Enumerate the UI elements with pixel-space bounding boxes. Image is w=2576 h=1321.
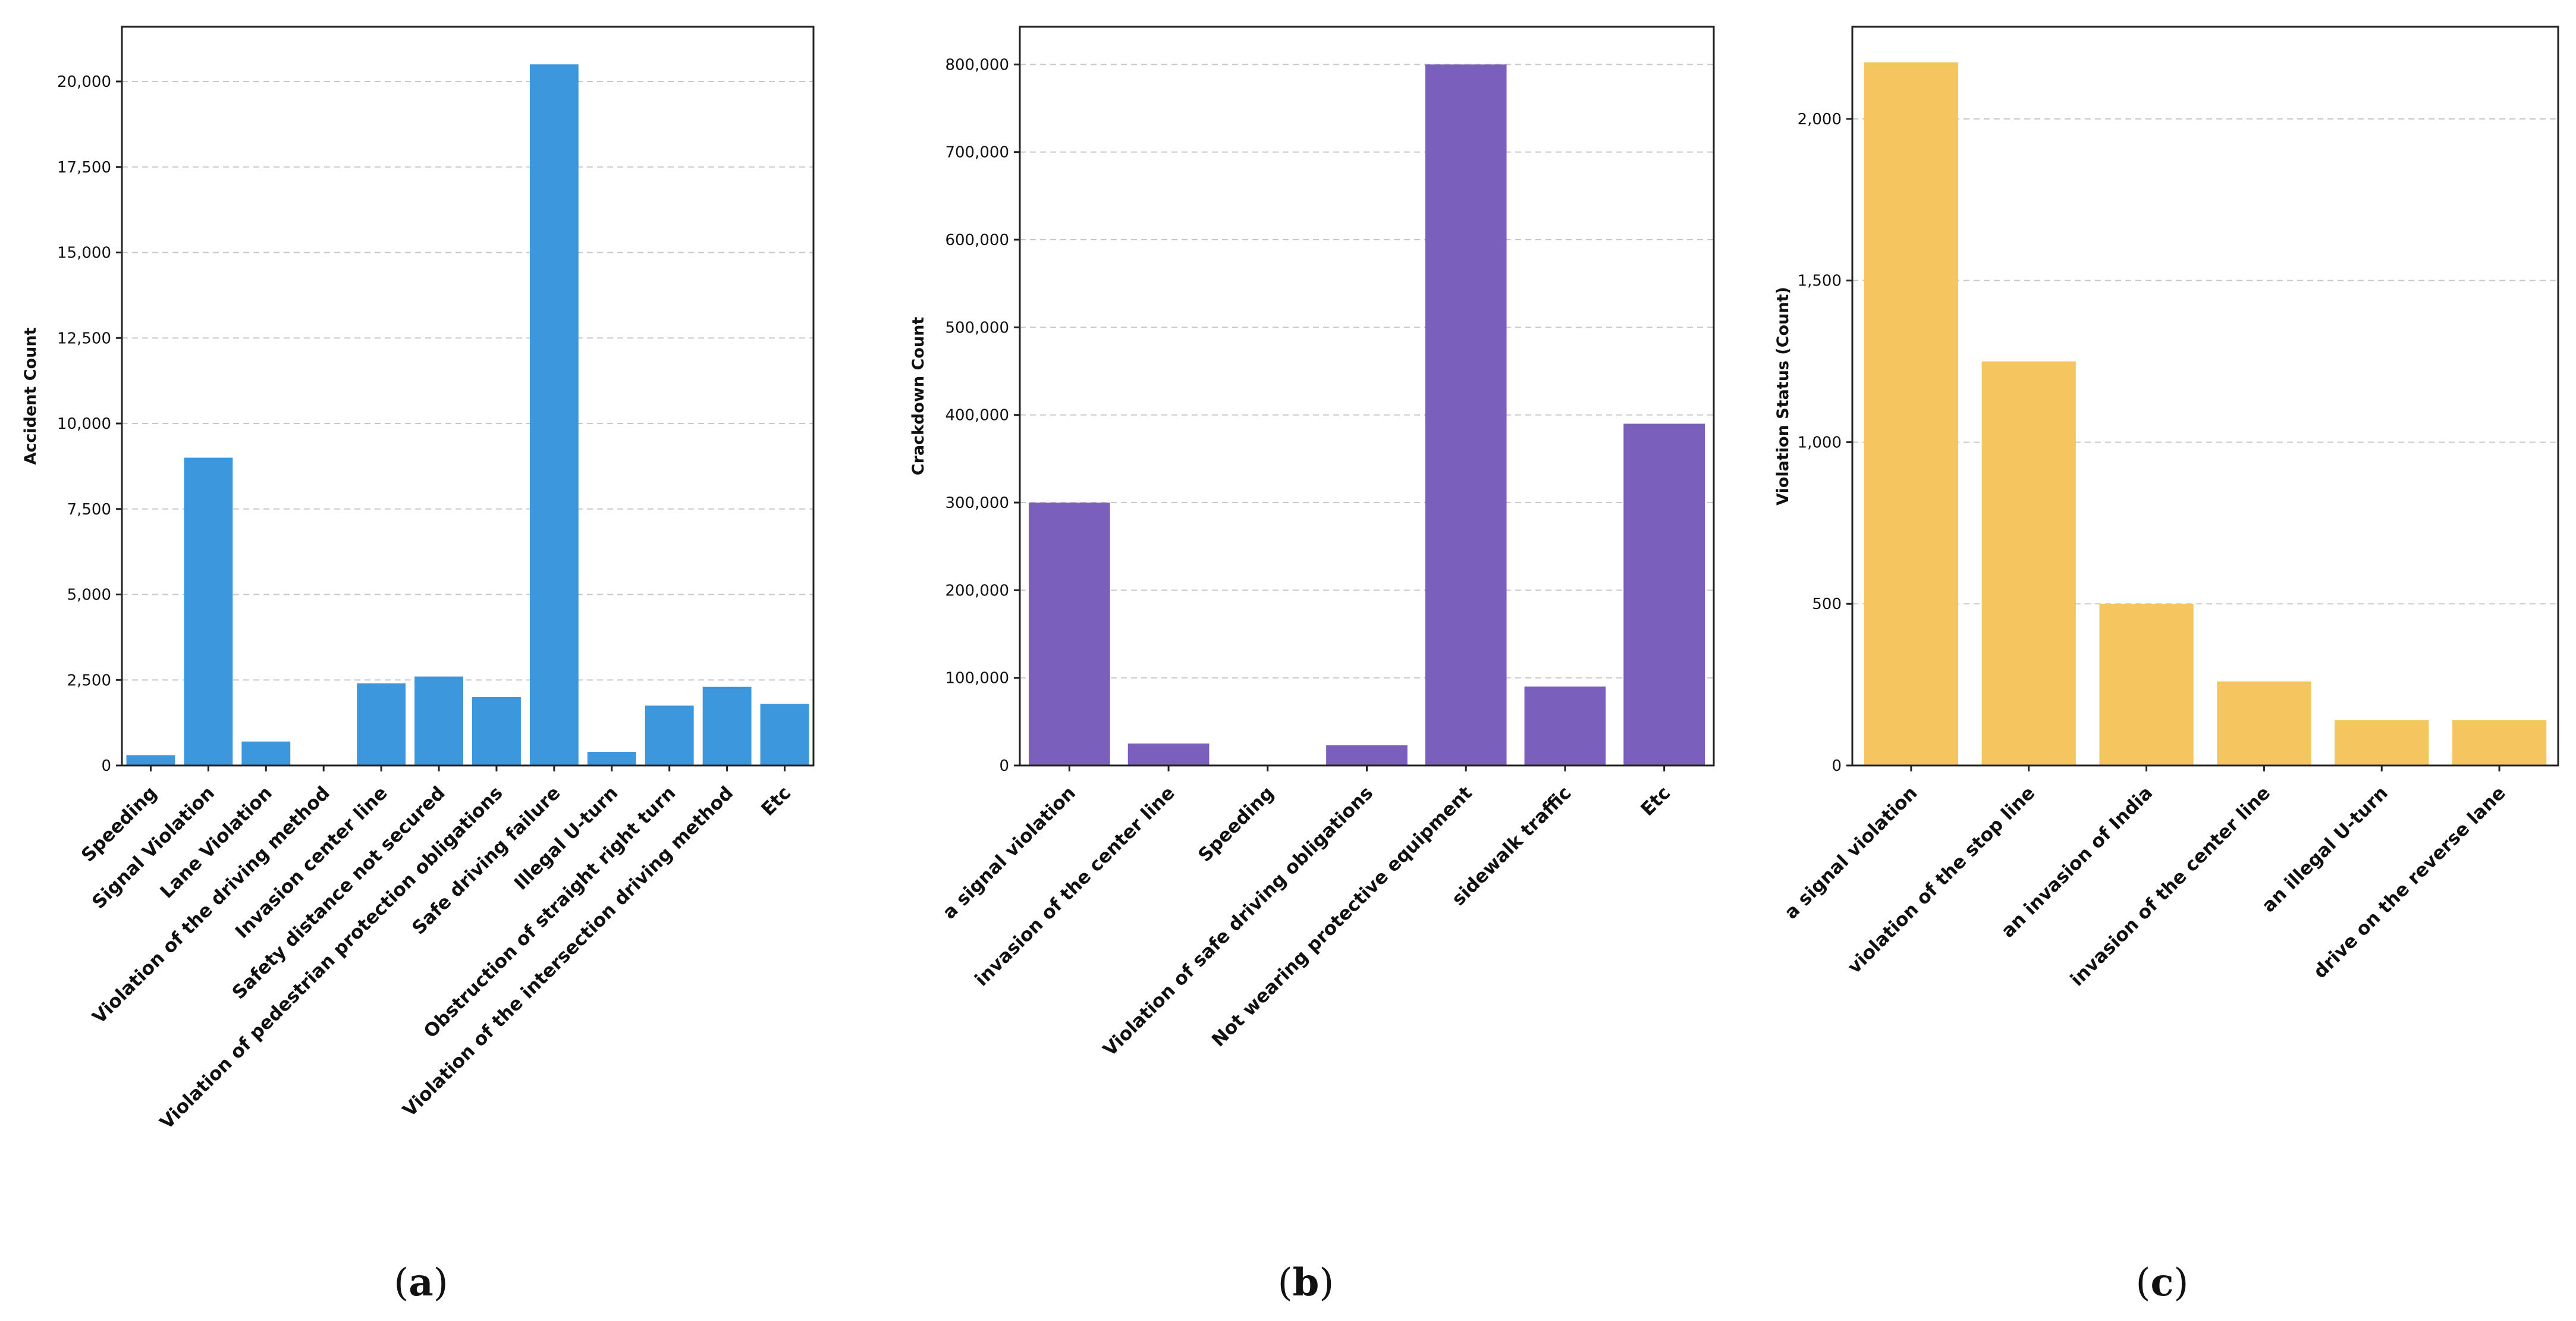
bar-2	[1127, 743, 1210, 765]
bar-2	[1981, 361, 2076, 765]
bar-3	[241, 741, 291, 765]
panel-caption-a-letter: a	[409, 1260, 433, 1305]
bar-12	[760, 704, 809, 765]
panel-caption-b: (b)	[1278, 1260, 1334, 1305]
y-tick-label: 2,500	[67, 672, 111, 689]
y-tick-label: 0	[999, 757, 1009, 775]
panel-caption-b-letter: b	[1293, 1260, 1320, 1305]
bar-3	[2099, 604, 2194, 765]
plot-frame	[121, 26, 815, 767]
y-tick-label: 7,500	[67, 501, 111, 519]
y-tick-label: 0	[101, 757, 111, 775]
y-tick-label: 100,000	[945, 670, 1009, 688]
panel-caption-a: (a)	[394, 1260, 448, 1305]
y-tick-label: 10,000	[57, 415, 111, 433]
y-tick-label: 400,000	[945, 407, 1009, 425]
y-tick-label: 17,500	[57, 159, 111, 177]
y-tick-label: 300,000	[945, 494, 1009, 512]
y-tick-label: 500,000	[945, 319, 1009, 337]
y-tick-label: 200,000	[945, 582, 1009, 600]
bar-6	[2452, 720, 2547, 765]
bar-7	[1623, 423, 1705, 765]
bar-11	[702, 686, 752, 765]
y-axis-title: Crackdown Count	[909, 317, 928, 476]
y-axis-title: Accident Count	[21, 327, 40, 465]
bar-6	[1524, 686, 1606, 765]
bar-4	[2217, 681, 2311, 765]
bar-10	[645, 705, 694, 765]
y-tick-label: 1,500	[1798, 272, 1842, 290]
plot-frame	[1851, 26, 2559, 767]
bar-9	[587, 752, 636, 765]
bar-6	[414, 676, 463, 765]
bar-7	[472, 697, 521, 765]
y-tick-label: 15,000	[57, 244, 111, 262]
bar-5	[1425, 64, 1507, 766]
panel-caption-c-letter: c	[2151, 1260, 2174, 1305]
bar-2	[184, 457, 233, 765]
y-axis-title: Violation Status (Count)	[1774, 287, 1792, 506]
y-tick-label: 500	[1812, 595, 1842, 613]
y-tick-label: 12,500	[57, 330, 111, 347]
y-tick-label: 800,000	[945, 56, 1009, 74]
bar-1	[1864, 62, 1959, 766]
bar-4	[1326, 745, 1408, 765]
bar-5	[2335, 720, 2429, 765]
y-tick-label: 2,000	[1798, 111, 1842, 128]
y-tick-label: 5,000	[67, 586, 111, 604]
bar-5	[357, 683, 406, 765]
y-tick-label: 600,000	[945, 231, 1009, 249]
bar-1	[126, 755, 175, 765]
plot-frame	[1019, 26, 1715, 767]
y-tick-label: 1,000	[1798, 434, 1842, 451]
bar-8	[529, 64, 579, 765]
y-tick-label: 20,000	[57, 73, 111, 91]
panel-caption-c: (c)	[2136, 1260, 2189, 1305]
y-tick-label: 0	[1832, 757, 1842, 775]
y-tick-label: 700,000	[945, 144, 1009, 162]
bar-1	[1029, 503, 1110, 765]
